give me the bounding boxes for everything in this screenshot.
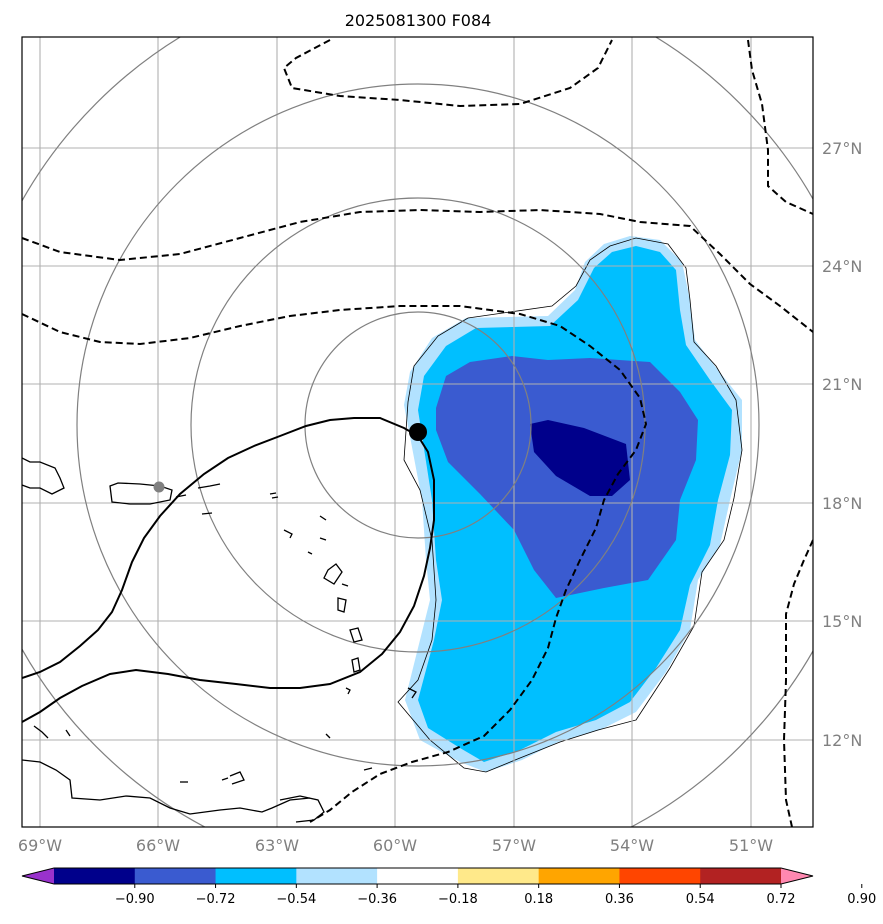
shade-outline xyxy=(397,237,743,773)
map-title: 2025081300 F084 xyxy=(345,11,492,30)
lon-label-63w: 63°W xyxy=(255,836,299,855)
shade-navy xyxy=(530,420,630,496)
colorbar-extend-high xyxy=(781,868,813,884)
lon-label-51w: 51°W xyxy=(729,836,773,855)
colorbar-tick-label: −0.54 xyxy=(276,892,316,907)
puerto-rico-coast xyxy=(109,482,173,505)
colorbar-segment xyxy=(215,868,297,884)
colorbar-segment xyxy=(296,868,378,884)
lat-label-27n: 27°N xyxy=(822,139,862,158)
lat-label-18n: 18°N xyxy=(822,494,862,513)
colorbar-tick-label: 0.54 xyxy=(686,892,715,907)
solid-contour xyxy=(22,417,435,723)
colorbar-tick-label: −0.18 xyxy=(438,892,478,907)
colorbar-segment xyxy=(538,868,620,884)
map-frame xyxy=(21,36,814,828)
lat-label-21n: 21°N xyxy=(822,375,862,394)
range-ring-1 xyxy=(304,311,532,539)
lon-label-57w: 57°W xyxy=(492,836,536,855)
colorbar-tick-label: 0.72 xyxy=(767,892,796,907)
storm-center-marker xyxy=(409,423,427,441)
colorbar-tick-label: 0.18 xyxy=(524,892,553,907)
colorbar-segment xyxy=(377,868,459,884)
lon-label-54w: 54°W xyxy=(610,836,654,855)
colorbar-segment xyxy=(457,868,540,884)
colorbar-segment xyxy=(619,868,701,884)
colorbar-tick-label: −0.36 xyxy=(357,892,397,907)
colorbar-segment xyxy=(54,868,136,884)
lat-label-12n: 12°N xyxy=(822,731,862,750)
hispaniola-coast xyxy=(22,457,65,495)
colorbar: −0.90 −0.72 −0.54 −0.36 −0.18 0.18 0.36 0.54 0.7… xyxy=(21,867,876,907)
longitude-labels: 69°W 66°W 63°W 60°W 57°W 54°W 51°W xyxy=(18,836,773,855)
colorbar-extend-low xyxy=(22,868,54,884)
coastlines xyxy=(22,457,417,823)
colorbar-tick-label: 0.90 xyxy=(847,892,876,907)
lon-label-66w: 66°W xyxy=(136,836,180,855)
dashed-contours xyxy=(22,39,813,827)
colorbar-tick-label: −0.90 xyxy=(115,892,155,907)
colorbar-segment xyxy=(700,868,782,884)
lat-label-24n: 24°N xyxy=(822,257,862,276)
range-ring-3 xyxy=(76,83,760,767)
lon-label-69w: 69°W xyxy=(18,836,62,855)
lat-label-15n: 15°N xyxy=(822,612,862,631)
colorbar-tick-label: 0.36 xyxy=(605,892,634,907)
colorbar-tick-label: −0.72 xyxy=(196,892,236,907)
lat-lon-grid xyxy=(22,37,813,827)
colorbar-outline xyxy=(21,867,814,885)
latitude-labels: 27°N 24°N 21°N 18°N 15°N 12°N xyxy=(822,139,862,750)
reference-point-marker xyxy=(153,481,165,493)
colorbar-segment xyxy=(134,868,217,884)
lon-label-60w: 60°W xyxy=(373,836,417,855)
